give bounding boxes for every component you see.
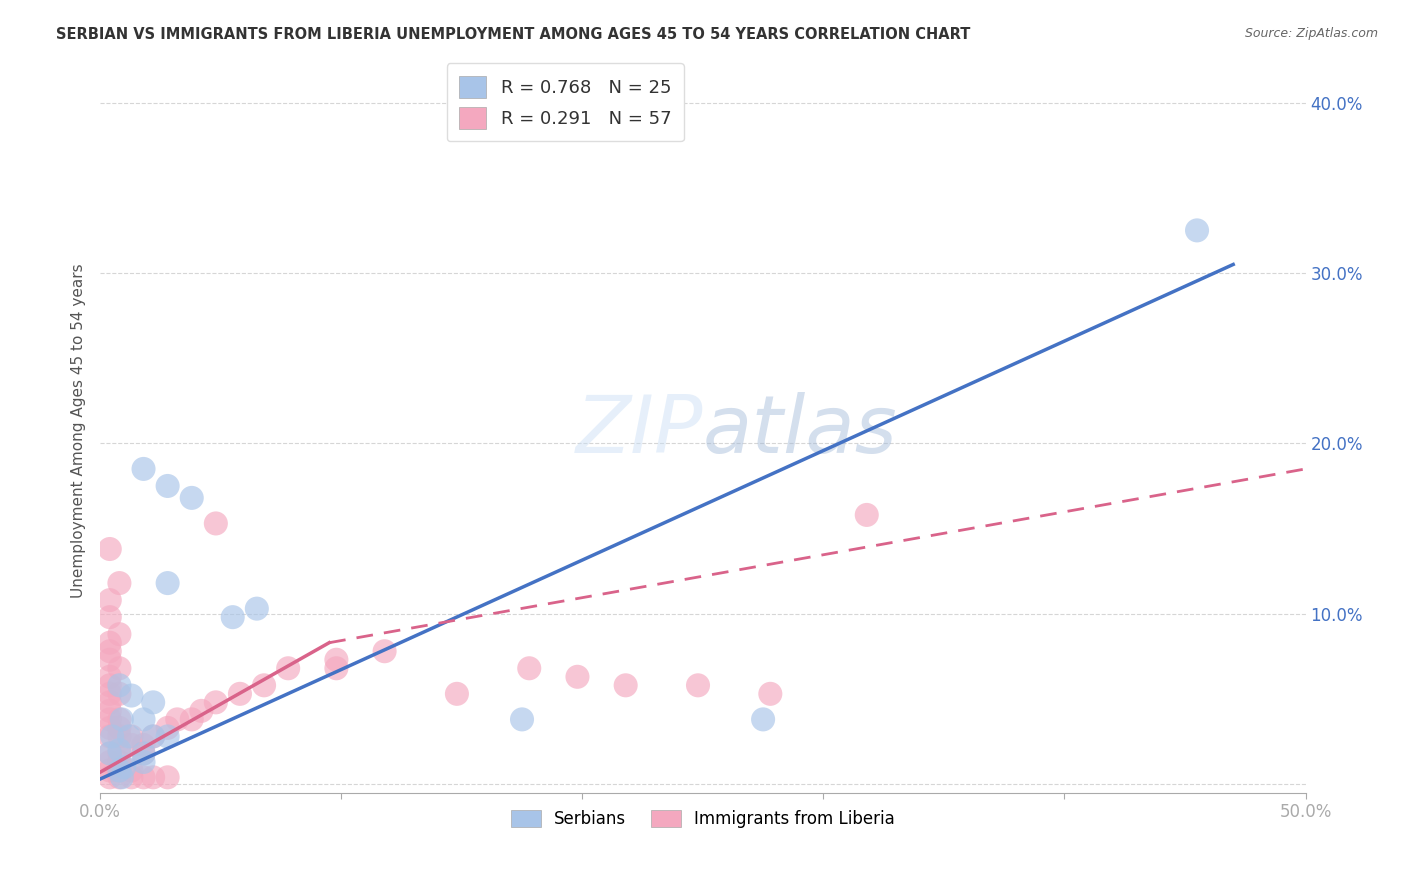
Point xyxy=(156,576,179,591)
Point xyxy=(98,678,121,692)
Point xyxy=(142,730,165,744)
Point xyxy=(156,730,179,744)
Point xyxy=(156,479,179,493)
Point xyxy=(517,661,540,675)
Point xyxy=(108,770,131,784)
Point xyxy=(277,661,299,675)
Point xyxy=(229,687,252,701)
Point xyxy=(108,678,131,692)
Point xyxy=(98,770,121,784)
Point xyxy=(614,678,637,692)
Point xyxy=(205,695,228,709)
Point xyxy=(567,670,589,684)
Point xyxy=(325,661,347,675)
Point xyxy=(121,738,143,752)
Point xyxy=(121,689,143,703)
Point xyxy=(752,712,775,726)
Point xyxy=(246,601,269,615)
Point xyxy=(98,644,121,658)
Point xyxy=(108,764,131,778)
Point xyxy=(98,764,121,778)
Point xyxy=(121,770,143,784)
Point xyxy=(253,678,276,692)
Point xyxy=(132,770,155,784)
Text: ZIP: ZIP xyxy=(575,392,703,469)
Point xyxy=(108,627,131,641)
Point xyxy=(142,730,165,744)
Point xyxy=(686,678,709,692)
Text: SERBIAN VS IMMIGRANTS FROM LIBERIA UNEMPLOYMENT AMONG AGES 45 TO 54 YEARS CORREL: SERBIAN VS IMMIGRANTS FROM LIBERIA UNEMP… xyxy=(56,27,970,42)
Point xyxy=(142,770,165,784)
Point xyxy=(156,770,179,784)
Point xyxy=(325,653,347,667)
Point xyxy=(132,712,155,726)
Legend: Serbians, Immigrants from Liberia: Serbians, Immigrants from Liberia xyxy=(503,804,901,835)
Text: atlas: atlas xyxy=(703,392,897,469)
Point xyxy=(101,730,124,744)
Point xyxy=(108,721,131,735)
Point xyxy=(98,636,121,650)
Point xyxy=(98,721,121,735)
Point xyxy=(98,747,121,761)
Point xyxy=(132,747,155,761)
Point xyxy=(98,747,121,761)
Point xyxy=(108,712,131,726)
Point xyxy=(98,610,121,624)
Point xyxy=(374,644,396,658)
Point xyxy=(108,661,131,675)
Point xyxy=(510,712,533,726)
Point xyxy=(112,760,135,774)
Point xyxy=(132,747,155,761)
Point xyxy=(98,712,121,726)
Point xyxy=(156,721,179,735)
Point xyxy=(98,755,121,769)
Point xyxy=(205,516,228,531)
Point xyxy=(190,704,212,718)
Point xyxy=(98,704,121,718)
Point xyxy=(222,610,245,624)
Point xyxy=(108,576,131,591)
Point xyxy=(132,738,155,752)
Point xyxy=(759,687,782,701)
Y-axis label: Unemployment Among Ages 45 to 54 years: Unemployment Among Ages 45 to 54 years xyxy=(72,263,86,598)
Point xyxy=(98,687,121,701)
Point xyxy=(180,712,202,726)
Point xyxy=(98,593,121,607)
Point xyxy=(1185,223,1208,237)
Point xyxy=(118,730,141,744)
Point xyxy=(98,670,121,684)
Point xyxy=(111,712,134,726)
Point xyxy=(98,653,121,667)
Point xyxy=(108,755,131,769)
Point xyxy=(121,730,143,744)
Text: Source: ZipAtlas.com: Source: ZipAtlas.com xyxy=(1244,27,1378,40)
Point xyxy=(446,687,468,701)
Point xyxy=(132,755,155,769)
Point xyxy=(121,764,143,778)
Point xyxy=(98,541,121,556)
Point xyxy=(108,730,131,744)
Point xyxy=(855,508,877,522)
Point xyxy=(142,695,165,709)
Point xyxy=(98,695,121,709)
Point xyxy=(98,730,121,744)
Point xyxy=(180,491,202,505)
Point xyxy=(132,462,155,476)
Point xyxy=(108,747,131,761)
Point xyxy=(108,687,131,701)
Point xyxy=(108,743,131,757)
Point xyxy=(166,712,188,726)
Point xyxy=(111,770,134,784)
